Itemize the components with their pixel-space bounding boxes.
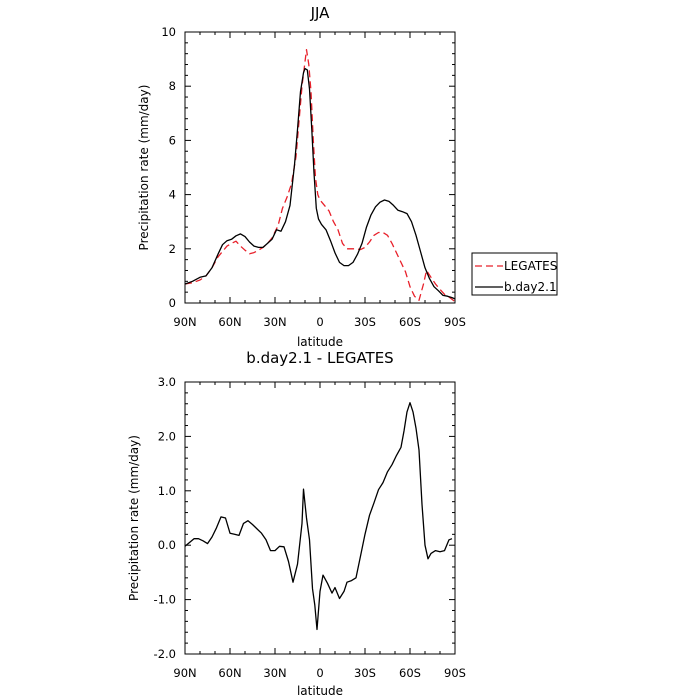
y-tick-label: 3.0	[158, 375, 176, 389]
x-tick-label: 90S	[444, 315, 466, 329]
y-tick-label: 0.0	[158, 538, 176, 552]
x-tick-label: 0	[316, 315, 323, 329]
chart-title: b.day2.1 - LEGATES	[246, 349, 393, 367]
x-tick-label: 30S	[354, 315, 376, 329]
y-axis-label: Precipitation rate (mm/day)	[137, 85, 151, 251]
y-tick-label: 4	[169, 188, 176, 202]
series-line	[184, 67, 456, 300]
chart-title: JJA	[310, 4, 331, 22]
y-axis-label: Precipitation rate (mm/day)	[127, 435, 141, 601]
x-tick-label: 90N	[173, 666, 196, 680]
y-tick-label: 2.0	[158, 429, 176, 443]
x-tick-label: 60N	[218, 666, 241, 680]
chart-difference: b.day2.1 - LEGATES 90N 60N 30N 0 30S 60S 90S -2…	[127, 349, 466, 698]
y-tick-label: 1.0	[158, 484, 176, 498]
x-tick-label: 60S	[399, 315, 421, 329]
legend: LEGATES b.day2.1	[471, 252, 558, 296]
series-layer	[184, 48, 456, 303]
ticks-layer: 90N 60N 30N 0 30S 60S 90S -2.0 -1.0 0.0 1.0 2.0 3.0	[154, 375, 466, 680]
y-tick-label: -1.0	[154, 593, 176, 607]
y-tick-label: -2.0	[154, 647, 176, 661]
legend-box	[471, 252, 558, 296]
plot-frame	[184, 31, 456, 304]
x-tick-label: 90S	[444, 666, 466, 680]
y-tick-label: 6	[169, 133, 176, 147]
x-tick-label: 90N	[173, 315, 196, 329]
x-tick-label: 60S	[399, 666, 421, 680]
legend-label-bday: b.day2.1	[504, 280, 557, 294]
y-tick-label: 2	[169, 242, 176, 256]
x-axis-label: latitude	[297, 335, 343, 349]
y-tick-label: 0	[169, 296, 176, 310]
x-tick-label: 30N	[263, 666, 286, 680]
x-tick-label: 0	[316, 666, 323, 680]
legend-label-legates: LEGATES	[504, 259, 557, 273]
series-line	[184, 48, 456, 303]
y-tick-label: 8	[169, 79, 176, 93]
x-tick-label: 30S	[354, 666, 376, 680]
series-layer	[184, 402, 453, 631]
x-tick-label: 60N	[218, 315, 241, 329]
x-tick-label: 30N	[263, 315, 286, 329]
y-tick-label: 10	[161, 25, 176, 39]
ticks-layer: 90N 60N 30N 0 30S 60S 90S 0 2 4 6 8 10	[161, 25, 466, 329]
series-line	[184, 402, 453, 631]
x-axis-label: latitude	[297, 684, 343, 698]
